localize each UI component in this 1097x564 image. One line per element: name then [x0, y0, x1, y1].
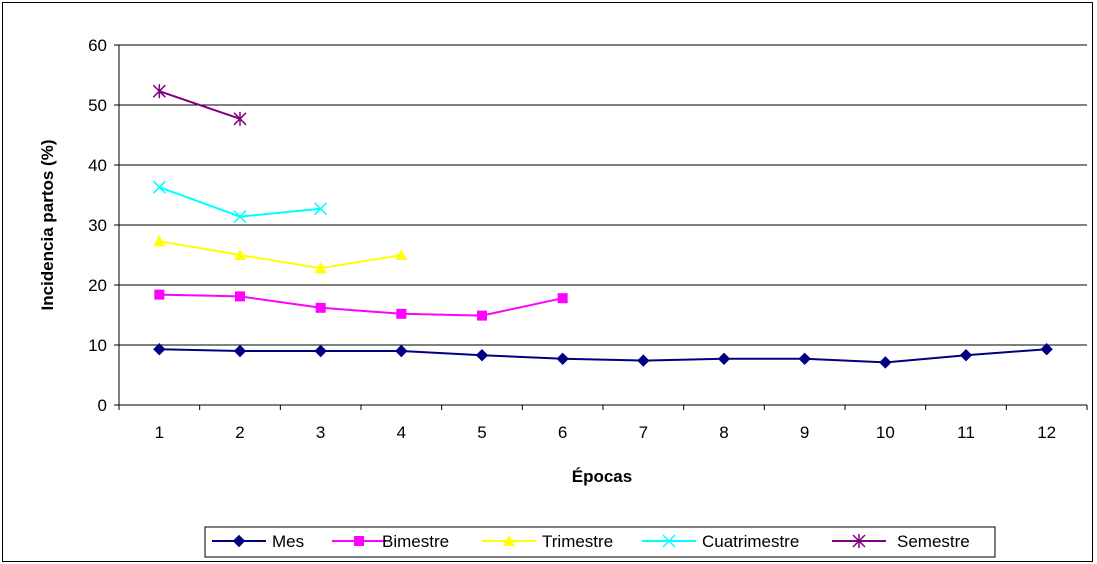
data-point [959, 348, 973, 362]
data-point [717, 352, 731, 366]
series-mes [153, 342, 1053, 369]
legend-label: Bimestre [382, 532, 449, 551]
legend-marker [232, 534, 246, 548]
gridlines [119, 44, 1087, 346]
x-tick-label: 1 [155, 423, 164, 442]
data-point [233, 344, 247, 358]
series-layer [152, 84, 1053, 369]
series-trimestre [153, 235, 408, 274]
data-point [1040, 342, 1053, 356]
data-point [233, 111, 247, 126]
x-tick-labels: 1 2 3 4 5 6 7 8 9 10 11 12 [155, 423, 1057, 442]
y-tick-label: 0 [98, 396, 107, 415]
data-point [152, 84, 166, 99]
legend-item: Mes [212, 532, 304, 551]
legend-marker [852, 534, 866, 548]
legend-label: Mes [272, 532, 304, 551]
data-point [637, 354, 650, 367]
data-point [879, 356, 892, 369]
data-point [314, 262, 327, 274]
legend-marker [503, 535, 515, 546]
data-point [153, 235, 166, 247]
y-tick-label: 60 [88, 36, 107, 55]
data-point [314, 344, 327, 358]
series-line [159, 90, 241, 120]
x-tick-label: 6 [558, 423, 567, 442]
data-point [314, 202, 328, 216]
data-point [395, 249, 408, 260]
data-point [475, 348, 489, 362]
x-tick-label: 8 [719, 423, 728, 442]
data-point [233, 210, 247, 224]
x-tick-label: 3 [316, 423, 325, 442]
y-tick-label: 50 [88, 96, 107, 115]
series-line [159, 348, 1047, 364]
legend-items: Mes Bimestre Trimestre Cuatrimestre Semestre [212, 532, 970, 551]
y-axis-title: Incidencia partos (%) [38, 140, 57, 311]
legend-label: Trimestre [542, 532, 613, 551]
legend-item: Trimestre [482, 532, 613, 551]
data-point [235, 291, 245, 302]
data-point [152, 180, 166, 194]
series-bimestre [154, 289, 568, 321]
data-point [396, 308, 407, 319]
series-semestre [152, 84, 247, 126]
legend-item: Semestre [832, 532, 970, 551]
x-tick-label: 4 [397, 423, 406, 442]
legend-label: Semestre [897, 532, 970, 551]
x-tick-label: 2 [235, 423, 244, 442]
y-tick-label: 20 [88, 276, 107, 295]
y-tick-labels: 0 10 20 30 40 50 60 [88, 36, 107, 415]
data-point [153, 342, 166, 356]
data-point [477, 310, 487, 321]
legend-label: Cuatrimestre [702, 532, 799, 551]
data-point [557, 293, 568, 304]
y-tick-label: 30 [88, 216, 107, 235]
legend-item: Bimestre [332, 532, 449, 551]
series-line [159, 293, 563, 317]
y-tick-label: 40 [88, 156, 107, 175]
series-line [159, 240, 402, 270]
y-tick-label: 10 [88, 336, 107, 355]
x-tick-label: 9 [800, 423, 809, 442]
axes [114, 44, 1088, 410]
legend-marker [354, 536, 364, 546]
x-tick-label: 11 [957, 423, 975, 442]
x-tick-label: 10 [876, 423, 895, 442]
legend-marker [662, 534, 676, 548]
x-tick-label: 5 [477, 423, 486, 442]
data-point [315, 302, 326, 313]
legend-item: Cuatrimestre [642, 532, 799, 551]
x-axis-title: Épocas [572, 467, 632, 486]
x-tick-label: 7 [639, 423, 648, 442]
data-point [798, 352, 811, 366]
data-point [154, 289, 165, 300]
series-line [158, 186, 321, 218]
series-cuatrimestre [152, 180, 328, 224]
x-tick-label: 12 [1037, 423, 1056, 442]
data-point [556, 352, 569, 366]
data-point [395, 344, 408, 358]
legend: Mes Bimestre Trimestre Cuatrimestre Semestre [204, 526, 996, 558]
data-point [234, 249, 246, 260]
